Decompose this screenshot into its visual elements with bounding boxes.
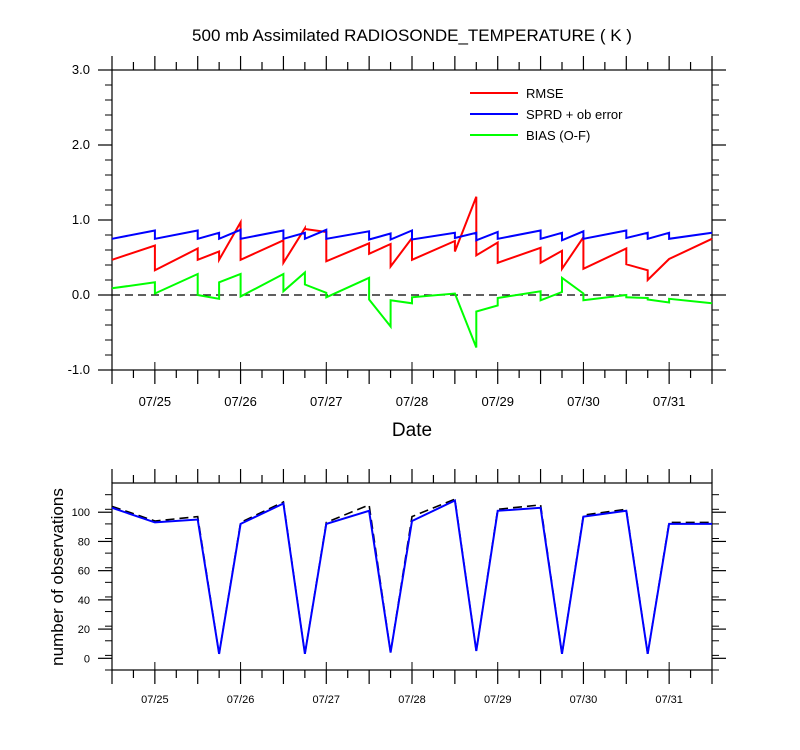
legend-label: SPRD + ob error — [526, 107, 623, 122]
y-tick-label: 60 — [78, 566, 90, 578]
x-tick-label: 07/31 — [653, 394, 686, 409]
x-tick-label: 07/27 — [310, 394, 343, 409]
x-tick-label: 07/26 — [224, 394, 257, 409]
y-tick-label: 1.0 — [72, 212, 90, 227]
y-tick-label: 3.0 — [72, 62, 90, 77]
rmse-sprd-bias-chart: 07/25 07/26 07/27 07/28 07/29 07/30 07/31 -1.0 0… — [68, 56, 726, 409]
y-tick-label: 2.0 — [72, 137, 90, 152]
legend-label: RMSE — [526, 86, 564, 101]
y-tick-label: 20 — [78, 624, 90, 636]
bias-o-f-series-line — [111, 270, 713, 348]
x-tick-label: 07/31 — [655, 694, 683, 706]
x-axis-label: Date — [392, 420, 432, 441]
y-tick-label: -1.0 — [68, 362, 90, 377]
y-tick-label: 0 — [84, 653, 90, 665]
observations-count-chart: 07/25 07/26 07/27 07/28 07/29 07/30 07/31 0 20 40… — [72, 469, 726, 706]
x-tick-label: 07/28 — [396, 394, 429, 409]
x-tick-label: 07/29 — [481, 394, 514, 409]
x-tick-label: 07/29 — [484, 694, 512, 706]
sprd-ob-error-series-line — [111, 228, 713, 242]
x-tick-label: 07/25 — [141, 694, 169, 706]
x-tick-label: 07/30 — [570, 694, 598, 706]
x-tick-label: 07/30 — [567, 394, 600, 409]
x-tick-label: 07/27 — [313, 694, 341, 706]
x-tick-label: 07/26 — [227, 694, 255, 706]
y-tick-label: 40 — [78, 595, 90, 607]
y-axis-label: number of observations — [48, 488, 67, 666]
y-tick-label: 80 — [78, 536, 90, 548]
y-tick-label: 100 — [72, 507, 90, 519]
x-tick-label: 07/28 — [398, 694, 426, 706]
chart-title: 500 mb Assimilated RADIOSONDE_TEMPERATUR… — [192, 26, 632, 45]
x-tick-label: 07/25 — [139, 394, 172, 409]
legend-label: BIAS (O-F) — [526, 128, 590, 143]
used-series-line — [111, 499, 712, 655]
y-tick-label: 0.0 — [72, 287, 90, 302]
